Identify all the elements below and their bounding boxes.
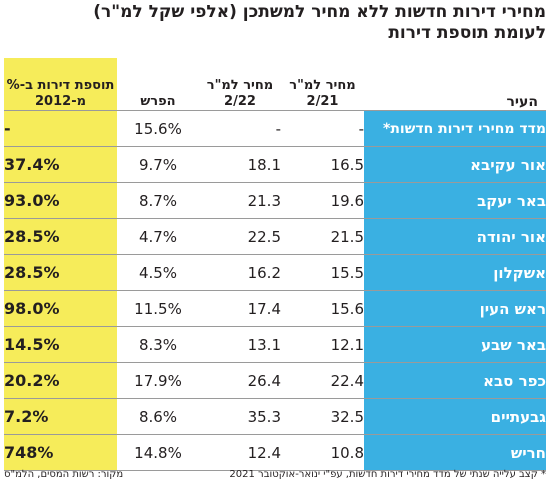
table-row: 14.5% 8.3% 13.1 12.1 באר שבע xyxy=(4,326,546,363)
additions-cell: - xyxy=(4,110,117,147)
diff-cell: 9.7% xyxy=(117,146,199,183)
city-cell: אשקלון xyxy=(364,254,546,291)
diff-cell: 14.8% xyxy=(117,434,199,471)
additions-cell: 7.2% xyxy=(4,398,117,435)
price-22-cell: 22.5 xyxy=(199,218,281,255)
additions-cell: 748% xyxy=(4,434,117,471)
footnote: * קצב עלייה שנתי של מדד מחירי דירות חדשו… xyxy=(229,469,546,480)
price-22-cell: 13.1 xyxy=(199,326,281,363)
additions-cell: 28.5% xyxy=(4,254,117,291)
table-row: 37.4% 9.7% 18.1 16.5 אור עקיבא xyxy=(4,146,546,183)
price-21-cell: 15.5 xyxy=(281,254,364,291)
additions-cell: 14.5% xyxy=(4,326,117,363)
table-row: 748% 14.8% 12.4 10.8 חריש xyxy=(4,434,546,471)
city-cell: אור יהודה xyxy=(364,218,546,255)
diff-cell: 8.3% xyxy=(117,326,199,363)
city-cell: גבעתיים xyxy=(364,398,546,435)
additions-cell: 37.4% xyxy=(4,146,117,183)
price-21-cell: 10.8 xyxy=(281,434,364,471)
city-cell: באר שבע xyxy=(364,326,546,363)
title-line-2: לעומת תוספת דירות xyxy=(388,23,546,43)
diff-cell: 17.9% xyxy=(117,362,199,399)
price-21-cell: 32.5 xyxy=(281,398,364,435)
header-city: העיר xyxy=(364,58,546,111)
diff-cell: 8.6% xyxy=(117,398,199,435)
price-22-cell: 17.4 xyxy=(199,290,281,327)
city-cell: מדד מחירי דירות חדשות* xyxy=(364,110,546,147)
table-header-row: תוספת דירות ב-% מ-2012 הפרש מחיר למ"ר 2/… xyxy=(4,58,546,111)
price-table: תוספת דירות ב-% מ-2012 הפרש מחיר למ"ר 2/… xyxy=(4,58,546,471)
header-price-21: מחיר למ"ר 2/21 xyxy=(281,58,364,111)
additions-cell: 98.0% xyxy=(4,290,117,327)
city-cell: באר יעקב xyxy=(364,182,546,219)
price-21-cell: 12.1 xyxy=(281,326,364,363)
price-21-cell: 21.5 xyxy=(281,218,364,255)
city-cell: ראש העין xyxy=(364,290,546,327)
city-cell: כפר סבא xyxy=(364,362,546,399)
diff-cell: 4.5% xyxy=(117,254,199,291)
title-line-1: מחירי דירות חדשות ללא מחיר למשתכן (אלפי … xyxy=(93,2,546,22)
table-row: 93.0% 8.7% 21.3 19.6 באר יעקב xyxy=(4,182,546,219)
price-22-cell: 21.3 xyxy=(199,182,281,219)
price-21-cell: 22.4 xyxy=(281,362,364,399)
price-22-cell: 16.2 xyxy=(199,254,281,291)
city-cell: אור עקיבא xyxy=(364,146,546,183)
price-22-cell: - xyxy=(199,110,281,147)
table-row: -15.6% - - מדד מחירי דירות חדשות* xyxy=(4,110,546,147)
additions-cell: 20.2% xyxy=(4,362,117,399)
city-cell: חריש xyxy=(364,434,546,471)
price-21-cell: 16.5 xyxy=(281,146,364,183)
price-21-cell: 19.6 xyxy=(281,182,364,219)
table-row: 7.2% 8.6% 35.3 32.5 גבעתיים xyxy=(4,398,546,435)
table-row: 28.5% 4.5% 16.2 15.5 אשקלון xyxy=(4,254,546,291)
table-row: 20.2% 17.9% 26.4 22.4 כפר סבא xyxy=(4,362,546,399)
price-22-cell: 18.1 xyxy=(199,146,281,183)
header-price-22: מחיר למ"ר 2/22 xyxy=(199,58,281,111)
price-21-cell: - xyxy=(281,110,364,147)
table-row: 28.5% 4.7% 22.5 21.5 אור יהודה xyxy=(4,218,546,255)
additions-cell: 28.5% xyxy=(4,218,117,255)
price-22-cell: 26.4 xyxy=(199,362,281,399)
additions-cell: 93.0% xyxy=(4,182,117,219)
diff-cell: 11.5% xyxy=(117,290,199,327)
source-note: מקור: רשות המסים, הלמ"ס xyxy=(4,469,124,480)
header-diff: הפרש xyxy=(117,58,199,111)
table-row: 98.0% 11.5% 17.4 15.6 ראש העין xyxy=(4,290,546,327)
page-title: מחירי דירות חדשות ללא מחיר למשתכן (אלפי … xyxy=(4,2,546,44)
header-additions: תוספת דירות ב-% מ-2012 xyxy=(4,58,117,111)
price-22-cell: 35.3 xyxy=(199,398,281,435)
diff-cell: 15.6% xyxy=(117,110,199,147)
price-22-cell: 12.4 xyxy=(199,434,281,471)
price-21-cell: 15.6 xyxy=(281,290,364,327)
diff-cell: 8.7% xyxy=(117,182,199,219)
diff-cell: 4.7% xyxy=(117,218,199,255)
